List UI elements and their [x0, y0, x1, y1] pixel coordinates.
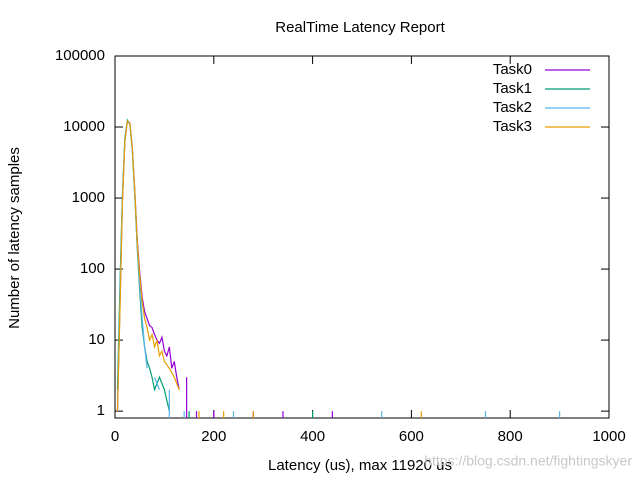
legend-label: Task0 [493, 61, 532, 78]
y-axis-label: Number of latency samples [6, 147, 23, 329]
legend-label: Task2 [493, 99, 532, 116]
x-tick-label: 1000 [592, 428, 625, 445]
legend-label: Task3 [493, 118, 532, 135]
x-tick-label: 0 [111, 428, 119, 445]
x-tick-label: 200 [201, 428, 226, 445]
watermark: https://blog.csdn.net/fightingskyer [424, 453, 632, 469]
y-tick-label: 10000 [63, 118, 105, 135]
series-line [116, 119, 422, 418]
chart-title: RealTime Latency Report [275, 19, 445, 36]
x-tick-label: 800 [498, 428, 523, 445]
legend-label: Task1 [493, 80, 532, 97]
y-tick-label: 1000 [72, 189, 105, 206]
plot-frame [114, 55, 610, 419]
series-line [116, 120, 333, 418]
x-tick-label: 400 [300, 428, 325, 445]
x-tick-label: 600 [399, 428, 424, 445]
series-line [116, 119, 561, 418]
y-tick-label: 100 [80, 260, 105, 277]
x-axis-label: Latency (us), max 11920 us [268, 457, 452, 474]
y-tick-label: 100000 [55, 47, 105, 64]
y-tick-label: 1 [97, 402, 105, 419]
series-line [116, 118, 314, 418]
y-tick-label: 10 [88, 331, 105, 348]
